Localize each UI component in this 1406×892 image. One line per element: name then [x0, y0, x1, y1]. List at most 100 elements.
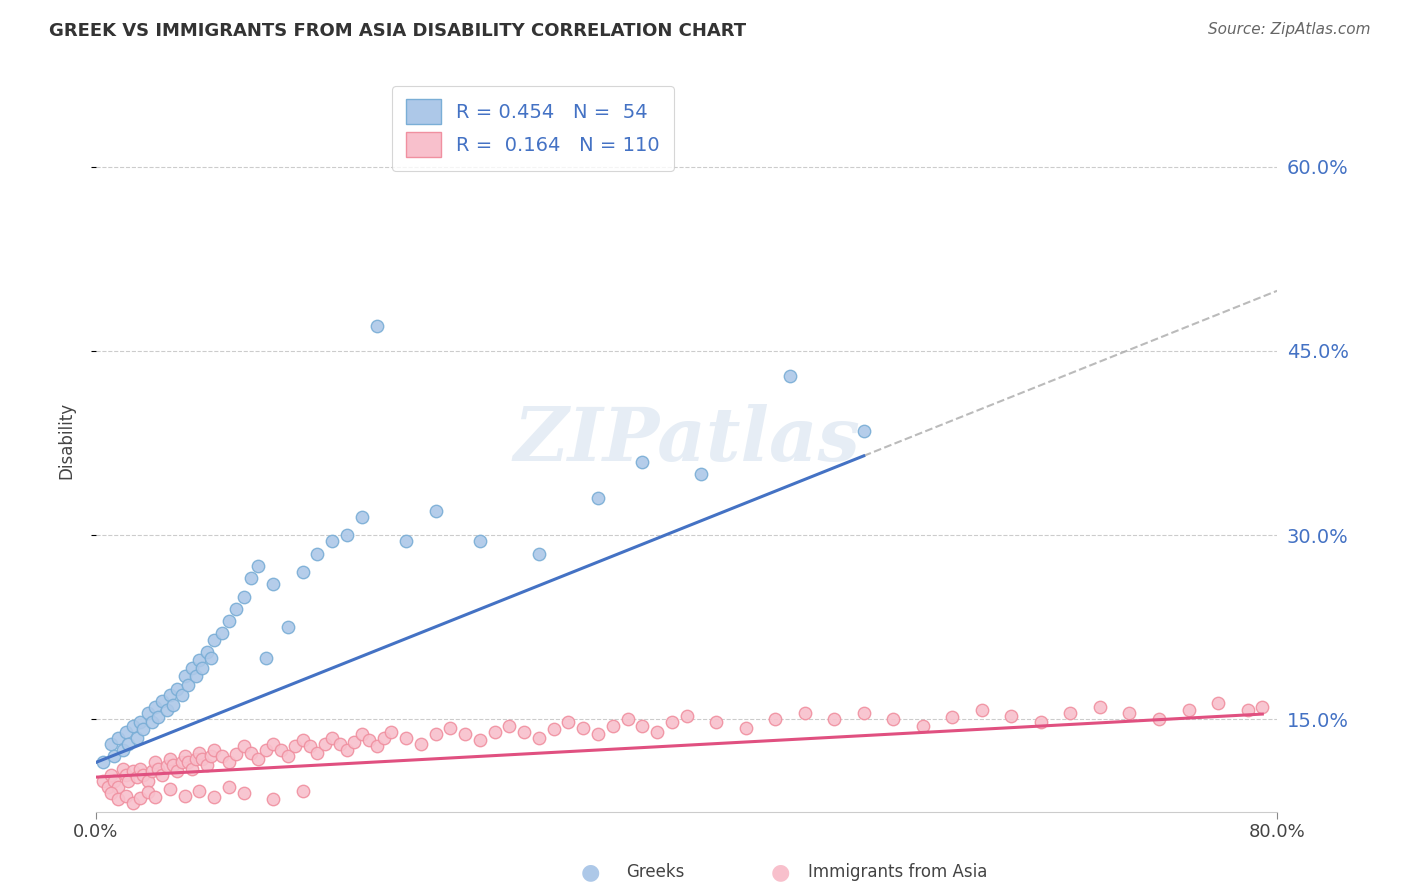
Point [162, 698, 184, 712]
Point [277, 749, 299, 764]
Point [176, 756, 198, 770]
Point [159, 688, 181, 702]
Point [93, 773, 115, 788]
Point [156, 759, 179, 773]
Point [127, 770, 149, 784]
Point [100, 737, 122, 751]
Point [162, 757, 184, 772]
Point [186, 669, 208, 683]
Point [262, 792, 284, 806]
Point [602, 718, 624, 732]
Point [122, 764, 145, 778]
Point [254, 651, 277, 665]
Point [132, 767, 155, 781]
Point [254, 743, 277, 757]
Point [218, 614, 240, 628]
Point [262, 737, 284, 751]
Point [170, 756, 193, 770]
Point [202, 789, 225, 804]
Point [225, 747, 247, 761]
Point [586, 727, 609, 741]
Point [114, 789, 136, 803]
Point [200, 651, 222, 665]
Point [218, 780, 240, 794]
Point [336, 743, 359, 757]
Point [852, 424, 875, 438]
Point [359, 733, 381, 747]
Point [380, 724, 402, 739]
Point [159, 752, 181, 766]
Point [557, 714, 579, 729]
Legend: R = 0.454   N =  54, R =  0.164   N = 110: R = 0.454 N = 54, R = 0.164 N = 110 [392, 86, 673, 170]
Point [170, 688, 193, 702]
Point [173, 669, 195, 683]
Point [141, 764, 163, 778]
Point [307, 746, 329, 760]
Point [225, 602, 247, 616]
Point [232, 739, 254, 754]
Point [159, 782, 181, 797]
Point [202, 632, 225, 647]
Point [247, 752, 270, 766]
Point [631, 454, 654, 468]
Point [211, 749, 233, 764]
Point [314, 737, 336, 751]
Point [291, 733, 314, 747]
Point [141, 714, 163, 729]
Point [1147, 713, 1170, 727]
Point [395, 731, 418, 745]
Point [152, 694, 174, 708]
Text: Immigrants from Asia: Immigrants from Asia [808, 863, 988, 881]
Point [941, 710, 963, 724]
Point [1000, 708, 1022, 723]
Point [143, 789, 166, 804]
Point [114, 767, 136, 781]
Point [111, 743, 134, 757]
Point [181, 762, 204, 776]
Point [136, 706, 159, 721]
Point [1088, 700, 1111, 714]
Point [146, 762, 169, 776]
Point [186, 752, 208, 766]
Point [107, 792, 129, 806]
Point [1251, 700, 1274, 714]
Point [366, 739, 388, 754]
Point [527, 547, 550, 561]
Point [631, 718, 654, 732]
Point [734, 721, 756, 735]
Point [350, 509, 373, 524]
Point [202, 743, 225, 757]
Point [166, 764, 188, 778]
Point [173, 749, 195, 764]
Point [425, 503, 447, 517]
Point [132, 723, 155, 737]
Point [307, 547, 329, 561]
Point [911, 718, 934, 732]
Point [195, 757, 218, 772]
Point [232, 786, 254, 800]
Point [240, 571, 263, 585]
Point [763, 713, 786, 727]
Point [852, 706, 875, 721]
Point [366, 319, 388, 334]
Point [100, 767, 122, 781]
Point [270, 743, 292, 757]
Point [103, 773, 125, 788]
Point [616, 713, 638, 727]
Point [299, 739, 322, 754]
Point [1236, 702, 1258, 716]
Point [117, 737, 139, 751]
Point [129, 714, 152, 729]
Point [143, 700, 166, 714]
Point [484, 724, 506, 739]
Point [1206, 697, 1229, 711]
Point [129, 791, 152, 805]
Text: ●: ● [581, 863, 600, 882]
Point [336, 528, 359, 542]
Point [454, 727, 477, 741]
Point [93, 756, 115, 770]
Text: ●: ● [770, 863, 790, 882]
Point [543, 723, 565, 737]
Point [156, 702, 179, 716]
Point [136, 773, 159, 788]
